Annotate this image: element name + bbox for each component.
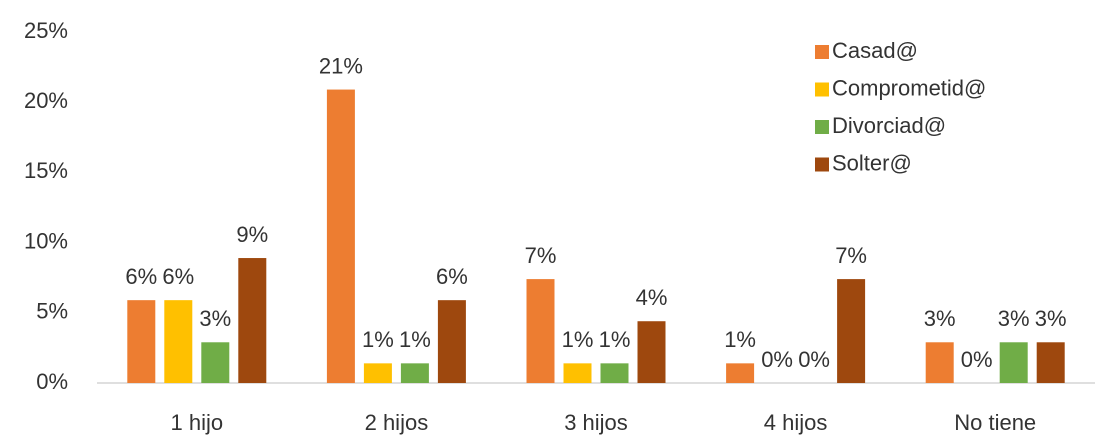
data-label: 1% <box>399 327 431 352</box>
y-tick-label: 0% <box>36 369 68 394</box>
data-label: 1% <box>362 327 394 352</box>
data-label: 4% <box>636 285 668 310</box>
data-label: 1% <box>724 327 756 352</box>
legend-label: Casad@ <box>832 38 918 63</box>
bar <box>637 321 666 383</box>
bar <box>726 363 755 383</box>
bar <box>1036 342 1065 383</box>
y-tick-label: 10% <box>24 228 68 253</box>
y-tick-label: 20% <box>24 88 68 113</box>
bar <box>837 279 866 383</box>
data-label: 1% <box>562 327 594 352</box>
bar <box>400 363 429 383</box>
data-label: 3% <box>998 306 1030 331</box>
data-label: 0% <box>961 347 993 372</box>
bar <box>326 89 355 384</box>
legend-label: Divorciad@ <box>832 113 946 138</box>
y-tick-label: 15% <box>24 158 68 183</box>
bar <box>127 300 156 383</box>
data-label: 1% <box>599 327 631 352</box>
data-label: 7% <box>525 243 557 268</box>
bar <box>363 363 392 383</box>
data-label: 0% <box>798 347 830 372</box>
data-label: 3% <box>924 306 956 331</box>
bar <box>437 300 466 383</box>
bar <box>201 342 230 383</box>
data-label: 7% <box>835 243 867 268</box>
bar <box>999 342 1028 383</box>
y-tick-label: 5% <box>36 299 68 324</box>
legend-label: Solter@ <box>832 150 912 175</box>
bar <box>526 279 555 383</box>
bar <box>600 363 629 383</box>
data-label: 0% <box>761 347 793 372</box>
legend-swatch <box>815 120 829 134</box>
legend-label: Comprometid@ <box>832 75 986 100</box>
bar <box>563 363 592 383</box>
bar <box>238 258 267 383</box>
legend-swatch <box>815 45 829 59</box>
x-tick-label: 3 hijos <box>564 410 628 435</box>
legend-swatch <box>815 157 829 172</box>
x-tick-label: 1 hijo <box>171 410 224 435</box>
data-label: 21% <box>319 53 363 78</box>
x-tick-label: No tiene <box>954 410 1036 435</box>
bar <box>164 300 193 383</box>
x-tick-label: 2 hijos <box>365 410 429 435</box>
data-label: 6% <box>125 264 157 289</box>
data-label: 6% <box>436 264 468 289</box>
x-tick-label: 4 hijos <box>764 410 828 435</box>
data-label: 6% <box>162 264 194 289</box>
legend-swatch <box>815 82 829 97</box>
data-label: 3% <box>199 306 231 331</box>
y-tick-label: 25% <box>24 18 68 43</box>
bar <box>925 342 954 383</box>
data-label: 3% <box>1035 306 1067 331</box>
data-label: 9% <box>236 222 268 247</box>
